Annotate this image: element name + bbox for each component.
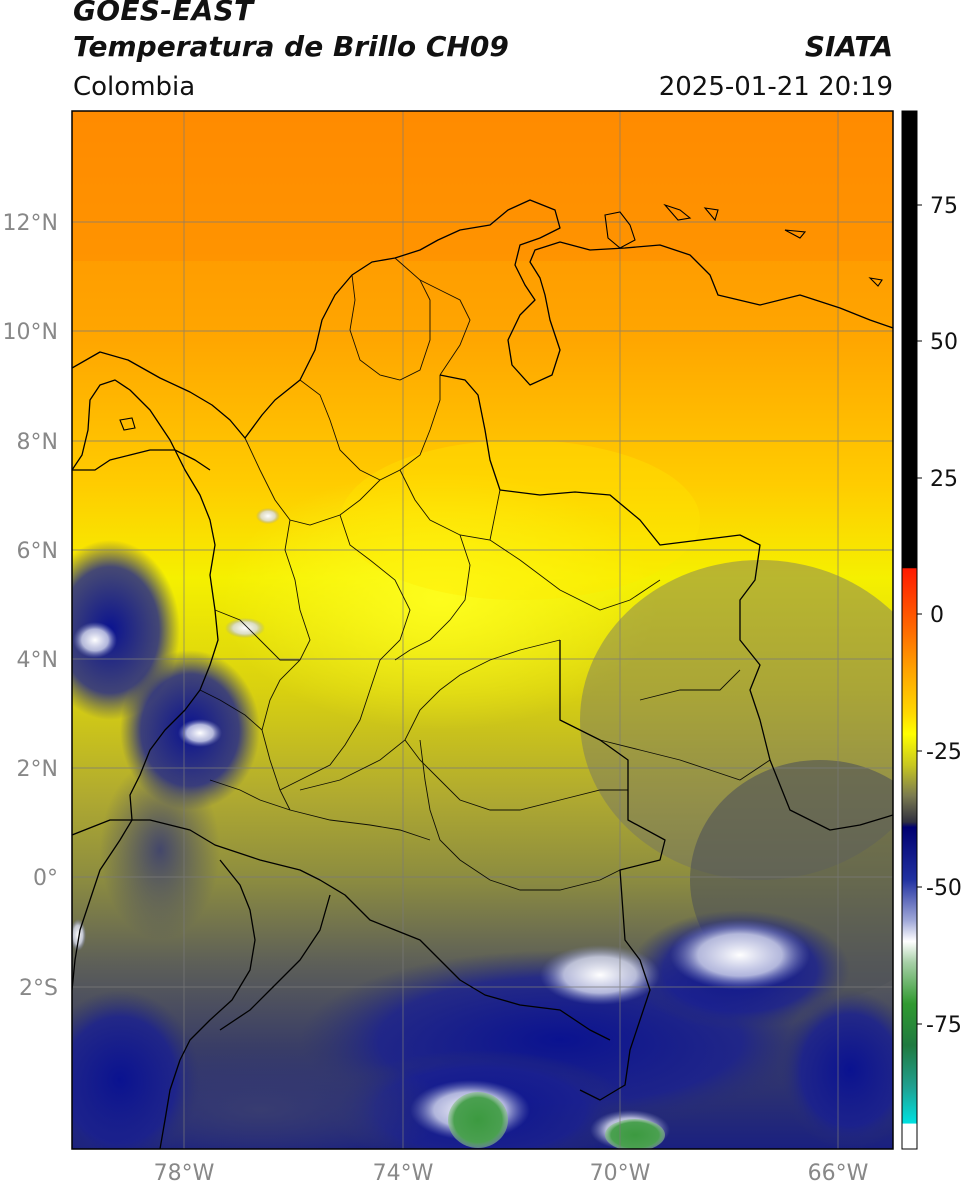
colorbar: 75 50 25 0 -25 -50 -75	[901, 110, 962, 1150]
latitude-labels: 12°N 10°N 8°N 6°N 4°N 2°N 0° 2°S	[3, 211, 58, 1001]
timestamp-label: 2025-01-21 20:19	[658, 72, 893, 102]
map-header: GOES-EAST Temperatura de Brillo CH09 Col…	[73, 0, 893, 110]
lat-tick: 4°N	[17, 648, 58, 673]
islands	[119, 203, 883, 431]
map-frame	[71, 110, 894, 1150]
colorbar-gradient	[902, 111, 917, 1149]
lat-tick: 8°N	[17, 430, 58, 455]
colorbar-tick: -25	[926, 740, 962, 765]
brightness-temperature-field	[72, 111, 893, 1149]
organization-label: SIATA	[804, 30, 893, 63]
lat-tick: 2°S	[19, 976, 58, 1001]
lat-tick: 2°N	[17, 757, 58, 782]
lat-tick: 12°N	[3, 211, 58, 236]
lon-tick: 70°W	[590, 1161, 651, 1186]
lon-tick: 78°W	[154, 1161, 215, 1186]
colorbar-tick: 25	[930, 467, 958, 492]
colorbar-tick: 50	[930, 330, 958, 355]
longitude-labels: 78°W 74°W 70°W 66°W	[154, 1161, 869, 1186]
region-label: Colombia	[73, 72, 196, 102]
lat-tick: 6°N	[17, 539, 58, 564]
lat-tick: 0°	[33, 866, 58, 891]
colorbar-tick: 75	[930, 194, 958, 219]
colorbar-tick: 0	[930, 603, 944, 628]
lon-tick: 74°W	[373, 1161, 434, 1186]
colorbar-frame	[901, 110, 918, 1150]
lon-tick: 66°W	[808, 1161, 869, 1186]
department-borders	[199, 257, 771, 891]
lat-tick: 10°N	[3, 320, 58, 345]
colorbar-tick: -75	[926, 1013, 962, 1038]
product-title: Temperatura de Brillo CH09	[73, 30, 509, 63]
satellite-title: GOES-EAST	[73, 0, 254, 27]
colorbar-tick: -50	[926, 876, 962, 901]
